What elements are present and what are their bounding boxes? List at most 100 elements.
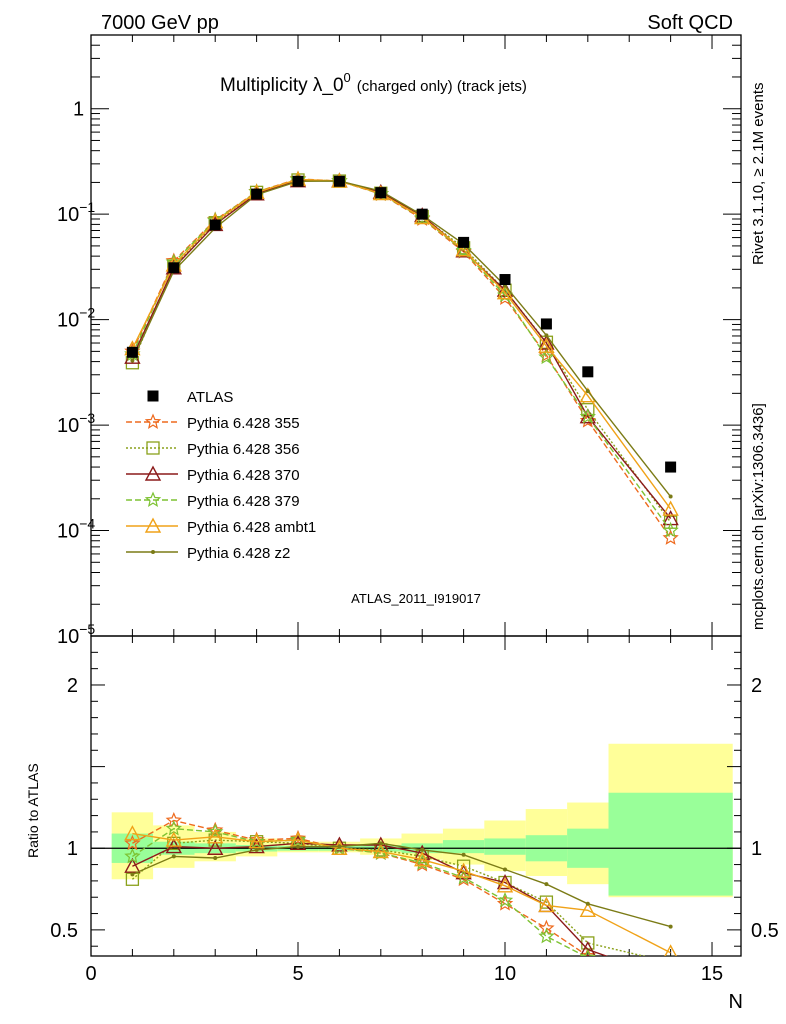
legend-pythia-6-428-ambt1-marker: [144, 517, 162, 533]
data-point: [540, 318, 552, 330]
series-pythia-6-428-379-point: [538, 348, 555, 365]
series-pythia-6-428-z2-ratio-point: [544, 882, 549, 887]
series-pythia-6-428-ambt1-ratio: [124, 825, 677, 956]
series-pythia-6-428-379-ratio-point: [248, 833, 265, 849]
data-point: [209, 219, 221, 231]
series-pythia-6-428-z2-point: [544, 333, 549, 338]
legend-pythia-6-428-379-marker: [144, 491, 162, 507]
series-pythia-6-428-355-ratio-point: [538, 919, 555, 936]
legend-label-atlas: ATLAS: [187, 389, 233, 406]
legend-marker-atlas: [147, 390, 159, 402]
main-plot: 1 10−1 10−2 10−3 10−4 10−5: [57, 34, 742, 650]
series-pythia-6-428-379-ratio-point: [455, 869, 472, 885]
series-pythia-6-428-z2-ratio-point: [337, 844, 342, 849]
series-pythia-6-428-370-ratio-point: [664, 972, 678, 985]
series-pythia-6-428-379-ratio-point: [206, 823, 224, 839]
series-pythia-6-428-ambt1-point: [455, 241, 472, 257]
x-tick-label: 15: [701, 963, 723, 985]
y-tick-label: 10−3: [57, 410, 95, 437]
legend-pythia-6-428-z2-label: Pythia 6.428 z2: [187, 545, 290, 562]
ratio-plot: 0 5 10 15 2 2 1 1 0.5 0.5: [50, 635, 779, 985]
stat-uncertainty-band: [608, 792, 733, 896]
title-sup: 0: [344, 70, 351, 85]
series-pythia-6-428-356-ratio-point: [663, 955, 678, 956]
series-pythia-6-428-ambt1-ratio-point: [248, 833, 265, 849]
y-tick-label: 10−4: [57, 516, 95, 543]
series-pythia-6-428-355-ratio-point: [579, 947, 597, 956]
series-pythia-6-428-z2-point: [585, 389, 590, 394]
series-pythia-6-428-ambt1-ratio-point: [372, 843, 389, 859]
series-pythia-6-428-370-ratio-point: [579, 940, 596, 956]
series-pythia-6-428-ambt1-ratio-point: [496, 877, 514, 893]
legend-pythia-6-428-ambt1-label: Pythia 6.428 ambt1: [187, 519, 316, 536]
series-pythia-6-428-z2-ratio-point: [503, 867, 508, 872]
series-pythia-6-428-379-ratio-point: [664, 965, 677, 978]
series-pythia-6-428-z2-ratio-point: [461, 852, 466, 857]
title-sub: (charged only) (track jets): [357, 78, 527, 95]
chart-title: Multiplicity λ_00 (charged only) (track j…: [220, 70, 527, 96]
series-pythia-6-428-ambt1-ratio-point: [165, 831, 182, 847]
series-pythia-6-428-355-ratio-point: [496, 895, 514, 911]
mc-series-group: [124, 170, 679, 545]
data-point: [499, 274, 511, 286]
data-point: [168, 262, 180, 274]
series-pythia-6-428-ambt1-point: [538, 337, 555, 353]
mcplots-label: mcplots.cern.ch [arXiv:1306.3436]: [750, 403, 767, 630]
ratio-tick-label-right: 1: [751, 838, 762, 860]
legend-pythia-6-428-356-marker: [146, 441, 160, 455]
series-pythia-6-428-ambt1-ratio-point: [579, 901, 596, 917]
series-pythia-6-428-z2-ratio-point: [378, 841, 383, 846]
ratio-tick-label-left: 2: [67, 675, 78, 697]
analysis-watermark: ATLAS_2011_I919017: [351, 591, 481, 606]
ratio-bands: [111, 743, 733, 898]
legend-pythia-6-428-355-label: Pythia 6.428 355: [187, 415, 300, 432]
y-tick-label: 10−5: [57, 621, 95, 648]
series-pythia-6-428-355-ratio-point: [207, 821, 224, 838]
series-pythia-6-428-ambt1-ratio-point: [414, 851, 431, 867]
ratio-tick-label-right: 2: [751, 675, 762, 697]
y-tick-label: 10−2: [57, 305, 95, 332]
series-pythia-6-428-z2-ratio-point: [171, 854, 176, 859]
series-pythia-6-428-z2-point: [668, 494, 673, 499]
data-series-atlas: [126, 175, 677, 473]
legend-pythia-6-428-356-label: Pythia 6.428 356: [187, 441, 300, 458]
series-pythia-6-428-z2-ratio: [130, 841, 673, 929]
series-pythia-6-428-ambt1-ratio-point: [207, 828, 224, 844]
series-pythia-6-428-ambt1-ratio-point: [455, 862, 472, 878]
legend-pythia-6-428-355-marker: [144, 413, 162, 429]
series-pythia-6-428-379-point: [662, 521, 679, 538]
stat-uncertainty-band: [484, 838, 526, 855]
series-pythia-6-428-355-ratio-point: [124, 834, 141, 851]
x-tick-label: 0: [85, 963, 96, 985]
series-pythia-6-428-ambt1-point: [662, 500, 679, 516]
series-pythia-6-428-ambt1-point: [496, 284, 514, 300]
legend-pythia-6-428-370-marker: [144, 465, 162, 481]
series-pythia-6-428-ambt1-ratio-point: [124, 825, 141, 841]
header-left: 7000 GeV pp: [101, 12, 219, 34]
data-point: [665, 461, 677, 473]
ratio-axis-label: Ratio to ATLAS: [25, 763, 41, 858]
header-right: Soft QCD: [647, 12, 733, 34]
series-pythia-6-428-355-ratio-point: [165, 811, 182, 828]
series-pythia-6-428-z2-point: [130, 358, 135, 363]
data-point: [458, 236, 470, 248]
ratio-tick-label-left: 0.5: [50, 920, 78, 942]
series-pythia-6-428-379-ratio-point: [289, 831, 307, 847]
series-pythia-6-428-ambt1-ratio-point: [538, 896, 555, 913]
series-pythia-6-428-370-ratio-point: [207, 839, 224, 855]
legend-pythia-6-428-z2-marker: [151, 550, 155, 554]
data-point: [375, 187, 387, 199]
series-pythia-6-428-z2-ratio-point: [254, 847, 259, 852]
rivet-label: Rivet 3.1.10, ≥ 2.1M events: [750, 83, 767, 266]
mc-ratio-group: [124, 811, 678, 985]
series-pythia-6-428-z2-ratio-point: [585, 901, 590, 906]
series-pythia-6-428-355-line: [131, 178, 672, 539]
series-pythia-6-428-379-point: [579, 408, 597, 424]
series-pythia-6-428-379-ratio-point: [538, 927, 555, 944]
series-pythia-6-428-z2-ratio-point: [420, 847, 425, 852]
series-pythia-6-428-ambt1: [124, 170, 679, 516]
series-pythia-6-428-ambt1-ratio-point: [664, 944, 677, 956]
series-pythia-6-428-355-ratio-point: [664, 970, 677, 983]
series-pythia-6-428-ambt1-ratio-point: [331, 839, 348, 855]
